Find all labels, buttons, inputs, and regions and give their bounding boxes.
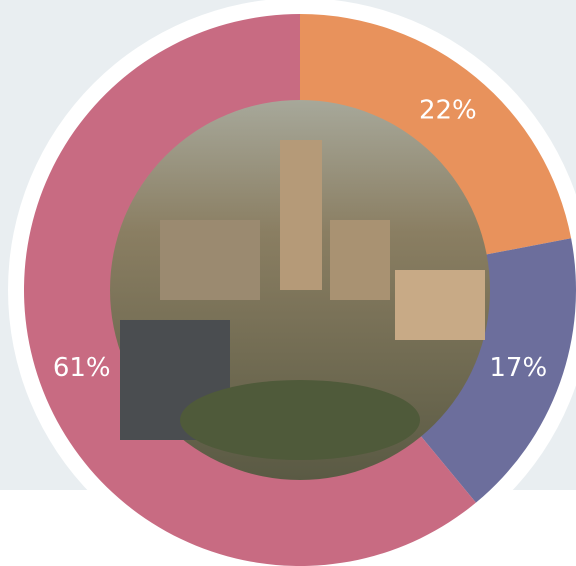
center-photo — [110, 100, 490, 480]
value-label: 22% — [419, 96, 477, 126]
slice — [395, 238, 576, 503]
tower — [280, 140, 322, 290]
value-label: 17% — [489, 353, 547, 383]
labels: 22% 17% 61% — [53, 96, 547, 383]
building — [330, 220, 390, 300]
value-label: 61% — [53, 353, 111, 383]
building — [395, 270, 485, 340]
slice — [300, 14, 572, 262]
building — [160, 220, 260, 300]
trees — [180, 380, 420, 460]
